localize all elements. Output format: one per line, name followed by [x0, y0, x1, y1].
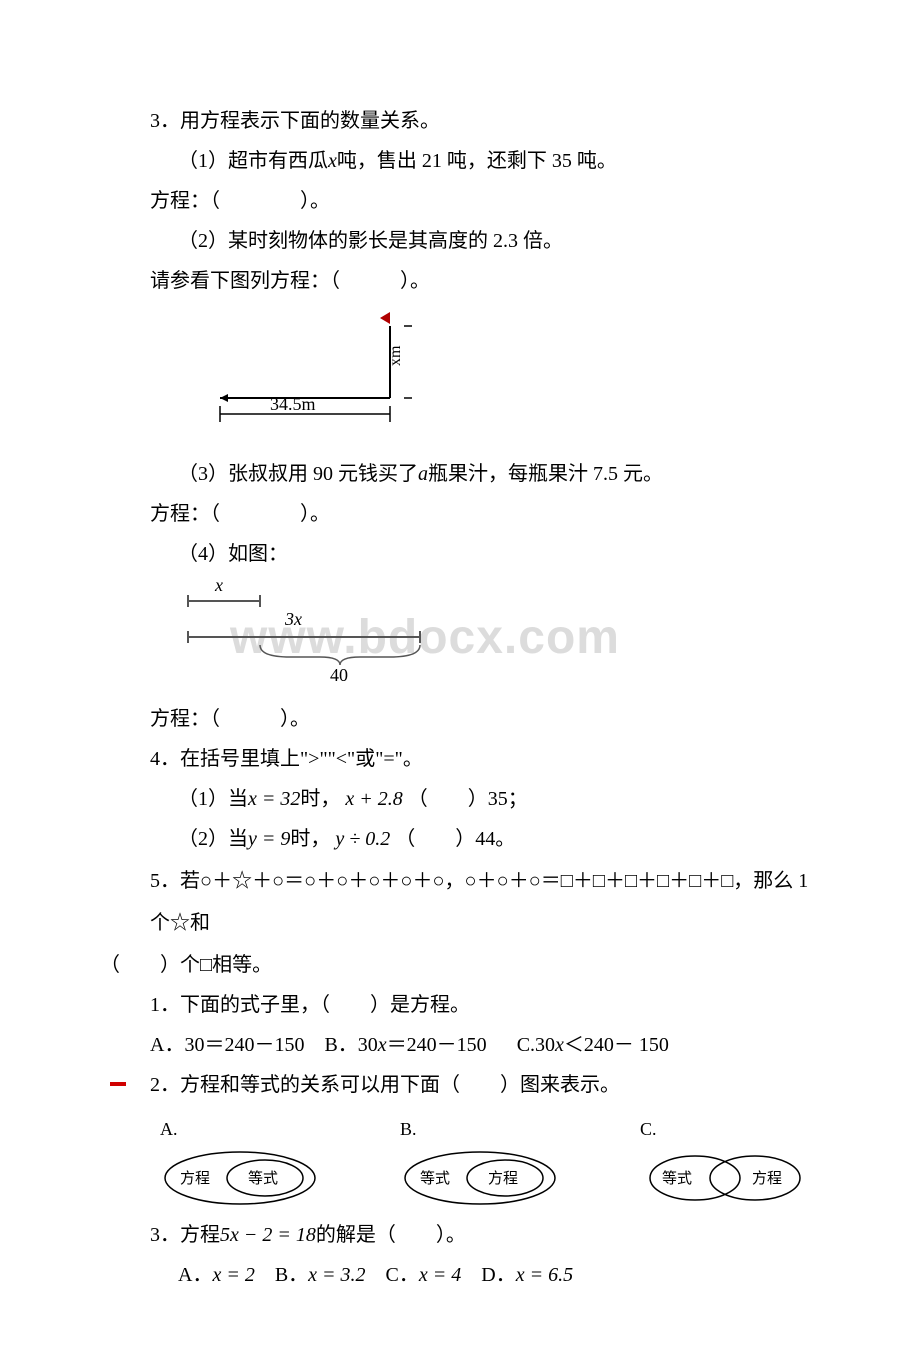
venn-a-outer-text: 方程 [180, 1170, 210, 1187]
q3-diagram2-wrap: x 3x 40 [130, 575, 810, 698]
q3-p1-a: （1）超市有西瓜 [178, 150, 328, 172]
q4-l1: （1）当x = 32时， x + 2.8 （ ）35； [130, 780, 810, 818]
mc2-a-label: A. [160, 1112, 178, 1146]
venn-c-left-text: 等式 [662, 1169, 692, 1187]
flag-icon [380, 312, 390, 324]
q3-eq1: 方程：（ ）。 [130, 182, 810, 220]
mc2-venn-row: A. 方程 等式 B. 等式 方程 C. 等式 [130, 1112, 810, 1208]
ground-arrow-left [220, 394, 228, 402]
mc3-b-lbl: B． [275, 1264, 308, 1286]
q3-part3: （3）张叔叔用 90 元钱买了a瓶果汁，每瓶果汁 7.5 元。 [130, 455, 810, 493]
mc3-title-a: 3．方程 [150, 1224, 220, 1246]
mc3-title-b: 的解是（ ）。 [316, 1224, 466, 1246]
q4-l1-e: （ ）35； [408, 788, 528, 810]
mc1-b-a: B．30 [324, 1034, 377, 1056]
mc2-c: C. 等式 方程 [640, 1112, 810, 1208]
q3-diagram2: x 3x 40 [170, 575, 470, 685]
mc3-options: A．x = 2 B．x = 3.2 C．x = 4 D．x = 6.5 [130, 1256, 810, 1294]
q3-part2: （2）某时刻物体的影长是其高度的 2.3 倍。 [130, 222, 810, 260]
q4-l1-a: （1）当 [178, 788, 248, 810]
mc1-options: A．30＝240－150 B．30x＝240－150 C.30x＜240－ 15… [130, 1026, 810, 1064]
q4-l2-a: （2）当 [178, 828, 248, 850]
mc2-b-label: B. [400, 1112, 417, 1146]
q4-l1-c: 时， [300, 788, 340, 810]
q5-a: 5．若○＋☆＋○＝○＋○＋○＋○＋○，○＋○＋○＝□＋□＋□＋□＋□＋□，那么 … [130, 860, 810, 944]
q3-p1-var: x [328, 150, 337, 172]
mc1-a: A．30＝240－150 [150, 1034, 304, 1056]
q4-l2-b: y = 9 [248, 828, 290, 850]
mc3-b-eq: x = 3.2 [308, 1264, 365, 1286]
mc1-b-var: x [378, 1034, 387, 1056]
venn-b-inner-text: 方程 [488, 1170, 518, 1187]
forty-label: 40 [330, 665, 348, 685]
venn-c-right-text: 方程 [752, 1170, 782, 1187]
mc3-a-lbl: A． [178, 1264, 212, 1286]
q3-title: 3．用方程表示下面的数量关系。 [130, 102, 810, 140]
q3-diagram1: xm 34.5m [190, 306, 450, 436]
q3-eq3: 方程：（ ）。 [130, 495, 810, 533]
x-label: x [214, 575, 223, 595]
q3-eq4: 方程：（ ）。 [130, 700, 810, 738]
mc1-c-var: x [555, 1034, 564, 1056]
q4-l1-d: x + 2.8 [345, 788, 402, 810]
mc2-b-svg: 等式 方程 [400, 1148, 560, 1208]
q3-p3-b: 瓶果汁，每瓶果汁 7.5 元。 [428, 463, 663, 485]
mc3-d-eq: x = 6.5 [516, 1264, 573, 1286]
venn-b-outer-text: 等式 [420, 1169, 450, 1187]
mc1-title: 1．下面的式子里，（ ）是方程。 [130, 986, 810, 1024]
mc2-title: 2．方程和等式的关系可以用下面（ ）图来表示。 [130, 1066, 810, 1104]
q3-p3-var: a [418, 463, 428, 485]
mc1-c-a: C.30 [517, 1034, 555, 1056]
q3-part2-hint: 请参看下图列方程：（ ）。 [130, 262, 810, 300]
q4-l1-b: x = 32 [248, 788, 300, 810]
mc1-c-b: ＜240－ 150 [564, 1034, 669, 1056]
q3-p1-b: 吨，售出 21 吨，还剩下 35 吨。 [337, 150, 617, 172]
q5-b: （ ）个□相等。 [100, 946, 810, 984]
mc2-a-svg: 方程 等式 [160, 1148, 320, 1208]
mc2-c-svg: 等式 方程 [640, 1148, 810, 1208]
document-body: 3．用方程表示下面的数量关系。 （1）超市有西瓜x吨，售出 21 吨，还剩下 3… [0, 0, 920, 1356]
three-x-label: 3x [284, 609, 302, 629]
brace-40 [260, 645, 420, 665]
q4-l2-e: （ ）44。 [395, 828, 515, 850]
mc2-a: A. 方程 等式 [160, 1112, 320, 1208]
q3-part4: （4）如图： [130, 535, 810, 573]
q3-diagram1-wrap: xm 34.5m [190, 306, 810, 449]
mc3-title: 3．方程5x − 2 = 18的解是（ ）。 [130, 1216, 810, 1254]
mc3-d-lbl: D． [481, 1264, 515, 1286]
q4-title: 4．在括号里填上">""<"或"="。 [130, 740, 810, 778]
q3-part1: （1）超市有西瓜x吨，售出 21 吨，还剩下 35 吨。 [130, 142, 810, 180]
q4-l2-c: 时， [290, 828, 330, 850]
mc2-b: B. 等式 方程 [400, 1112, 560, 1208]
mc3-c-eq: x = 4 [419, 1264, 461, 1286]
mc3-a-eq: x = 2 [212, 1264, 254, 1286]
venn-a-inner-text: 等式 [248, 1169, 278, 1187]
mc2-c-label: C. [640, 1112, 657, 1146]
mc3-c-lbl: C． [386, 1264, 419, 1286]
ground-label: 34.5m [270, 394, 316, 414]
height-label: xm [387, 345, 404, 366]
mc3-title-eq: 5x − 2 = 18 [220, 1224, 316, 1246]
mc1-b-b: ＝240－150 [387, 1034, 487, 1056]
q3-p3-a: （3）张叔叔用 90 元钱买了 [178, 463, 418, 485]
q4-l2-d: y ÷ 0.2 [335, 828, 390, 850]
q4-l2: （2）当y = 9时， y ÷ 0.2 （ ）44。 [130, 820, 810, 858]
